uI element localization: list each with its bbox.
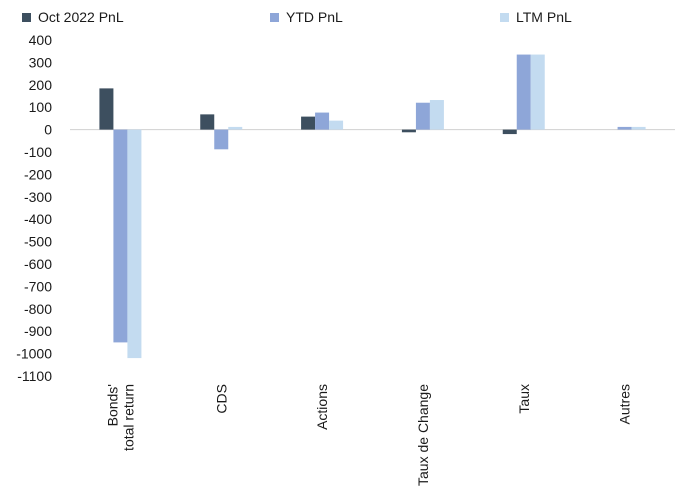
bar [99, 88, 114, 130]
y-axis: 400 300 200 100 0 -100 -200 -300 -400 -500 -600 -70… [16, 32, 52, 384]
y-tick-label: 200 [29, 77, 53, 93]
bar [530, 54, 545, 130]
bar [617, 126, 632, 130]
x-tick-label: Actions [314, 384, 330, 430]
y-tick-label: -500 [24, 234, 52, 250]
legend-swatch [500, 13, 509, 22]
y-tick-label: -900 [24, 323, 52, 339]
y-tick-label: -400 [24, 211, 52, 227]
bars [99, 54, 646, 359]
legend-swatch [22, 13, 31, 22]
bar [127, 129, 142, 359]
x-category-label: Bonds' total return [104, 384, 136, 451]
bar [315, 112, 330, 130]
x-tick-label: Autres [617, 384, 633, 424]
x-tick-label: Bonds' [104, 384, 120, 426]
legend-item: LTM PnL [500, 9, 572, 25]
x-tick-label: Taux de Change [415, 384, 431, 486]
y-tick-label: -300 [24, 189, 52, 205]
bar [301, 116, 316, 130]
x-category-label: Taux [516, 384, 532, 414]
legend-item: YTD PnL [270, 9, 343, 25]
x-category-label: Autres [617, 384, 633, 424]
bar [401, 129, 416, 133]
x-category-label: Taux de Change [415, 384, 431, 486]
y-tick-label: -1100 [17, 368, 52, 384]
x-tick-label: Taux [516, 384, 532, 414]
y-tick-label: 400 [29, 32, 53, 48]
bar [502, 129, 517, 135]
y-tick-label: -100 [24, 144, 52, 160]
bar [415, 102, 430, 130]
y-tick-label: -800 [24, 301, 52, 317]
bar [631, 126, 646, 130]
x-category-label: CDS [213, 384, 229, 414]
x-category-label: Actions [314, 384, 330, 430]
y-tick-label: -200 [24, 166, 52, 182]
y-tick-label: -700 [24, 278, 52, 294]
bar [429, 100, 444, 130]
x-tick-label: CDS [213, 384, 229, 414]
y-tick-label: 100 [29, 99, 53, 115]
bar [214, 129, 229, 150]
bar [329, 120, 344, 130]
x-tick-label: total return [120, 384, 136, 451]
bar [113, 129, 128, 343]
bar [228, 126, 243, 130]
legend: Oct 2022 PnL YTD PnL LTM PnL [22, 9, 572, 25]
bar [516, 54, 531, 130]
legend-swatch [270, 13, 279, 22]
y-tick-label: -600 [24, 256, 52, 272]
legend-label: LTM PnL [516, 9, 572, 25]
legend-label: Oct 2022 PnL [38, 9, 124, 25]
legend-label: YTD PnL [286, 9, 343, 25]
y-tick-label: 300 [29, 54, 53, 70]
y-tick-label: -1000 [16, 346, 52, 362]
y-tick-label: 0 [44, 122, 52, 138]
bar [200, 114, 215, 130]
legend-item: Oct 2022 PnL [22, 9, 124, 25]
x-axis: Bonds' total return CDS Actions Taux de Chan… [104, 384, 632, 486]
